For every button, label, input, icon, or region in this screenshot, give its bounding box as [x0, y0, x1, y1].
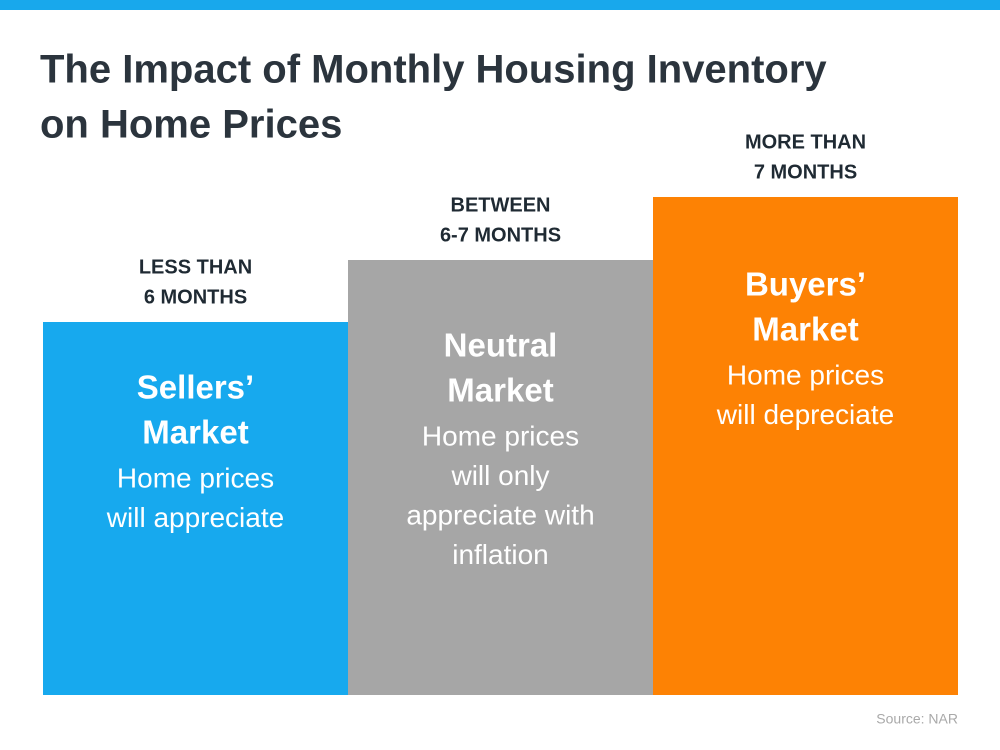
market-description: will appreciate [106, 502, 284, 533]
title-line: The Impact of Monthly Housing Inventory [40, 48, 827, 92]
market-description: Home prices [422, 420, 579, 451]
title-line: on Home Prices [40, 103, 342, 147]
column-header: 6 MONTHS [144, 286, 247, 308]
market-description: appreciate with [406, 499, 594, 530]
market-description: inflation [452, 539, 549, 570]
market-description: Home prices [727, 359, 884, 390]
market-name: Buyers’ [745, 266, 866, 303]
market-column [43, 322, 348, 695]
market-name: Sellers’ [137, 369, 254, 406]
market-description: will only [450, 460, 549, 491]
column-header: BETWEEN [451, 194, 551, 216]
market-name: Market [752, 311, 858, 348]
column-header: 7 MONTHS [754, 161, 857, 183]
column-header: 6-7 MONTHS [440, 224, 561, 246]
market-description: Home prices [117, 462, 274, 493]
top-bar [0, 0, 1000, 10]
column-header: MORE THAN [745, 131, 866, 153]
market-column [348, 260, 653, 695]
source: Source: NAR [876, 711, 958, 727]
market-name: Market [142, 414, 248, 451]
column-header: LESS THAN [139, 256, 252, 278]
market-column [653, 197, 958, 695]
market-name: Market [447, 372, 553, 409]
market-description: will depreciate [716, 399, 894, 430]
market-name: Neutral [444, 327, 558, 364]
